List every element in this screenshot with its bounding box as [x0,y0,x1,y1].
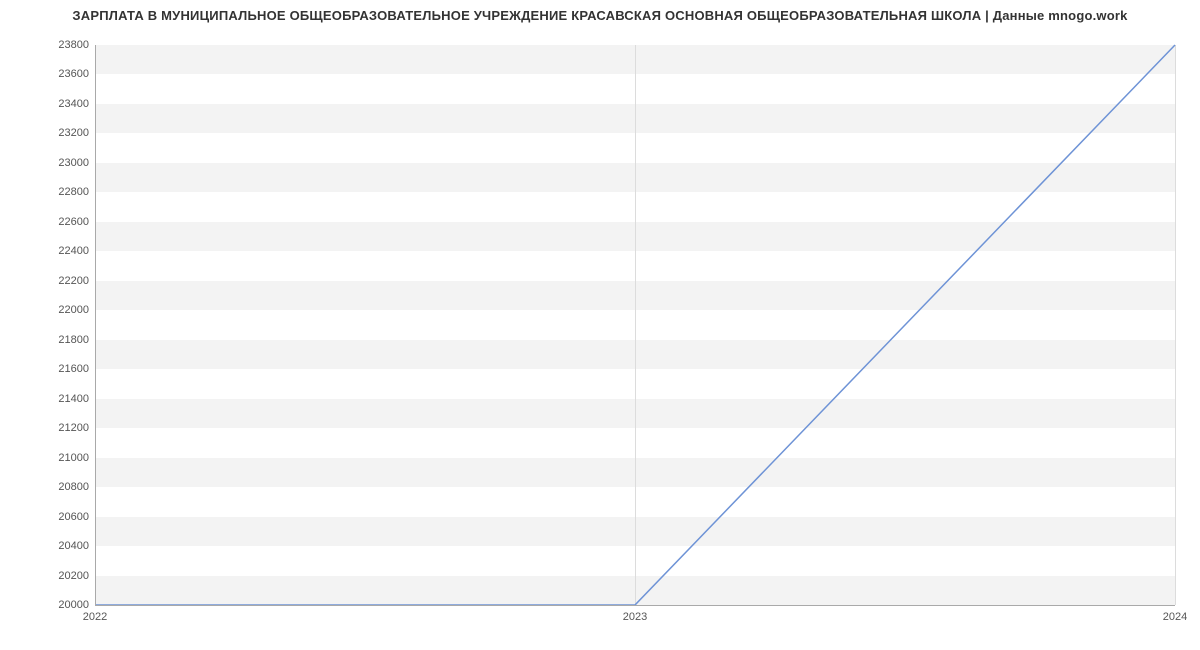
y-tick-label: 23200 [58,127,95,139]
y-tick-label: 21200 [58,422,95,434]
y-tick-label: 23000 [58,157,95,169]
y-tick-label: 20200 [58,570,95,582]
y-tick-label: 20800 [58,481,95,493]
plot-area: 2000020200204002060020800210002120021400… [95,45,1175,605]
chart-title: ЗАРПЛАТА В МУНИЦИПАЛЬНОЕ ОБЩЕОБРАЗОВАТЕЛ… [0,8,1200,23]
series-line-salary [95,45,1175,605]
y-tick-label: 20400 [58,540,95,552]
y-tick-label: 22000 [58,304,95,316]
y-tick-label: 22600 [58,216,95,228]
series-layer [95,45,1175,605]
y-tick-label: 21000 [58,452,95,464]
x-tick-label: 2022 [83,605,107,623]
y-tick-label: 21400 [58,393,95,405]
y-tick-label: 21800 [58,334,95,346]
x-grid-line [1175,45,1176,605]
y-tick-label: 22400 [58,245,95,257]
x-tick-label: 2023 [623,605,647,623]
x-tick-label: 2024 [1163,605,1187,623]
x-axis-line [95,605,1175,606]
y-tick-label: 21600 [58,363,95,375]
y-tick-label: 23400 [58,98,95,110]
salary-line-chart: ЗАРПЛАТА В МУНИЦИПАЛЬНОЕ ОБЩЕОБРАЗОВАТЕЛ… [0,0,1200,650]
y-tick-label: 20600 [58,511,95,523]
y-tick-label: 23800 [58,39,95,51]
y-axis-line [95,45,96,605]
y-tick-label: 22800 [58,186,95,198]
y-tick-label: 23600 [58,68,95,80]
y-tick-label: 22200 [58,275,95,287]
